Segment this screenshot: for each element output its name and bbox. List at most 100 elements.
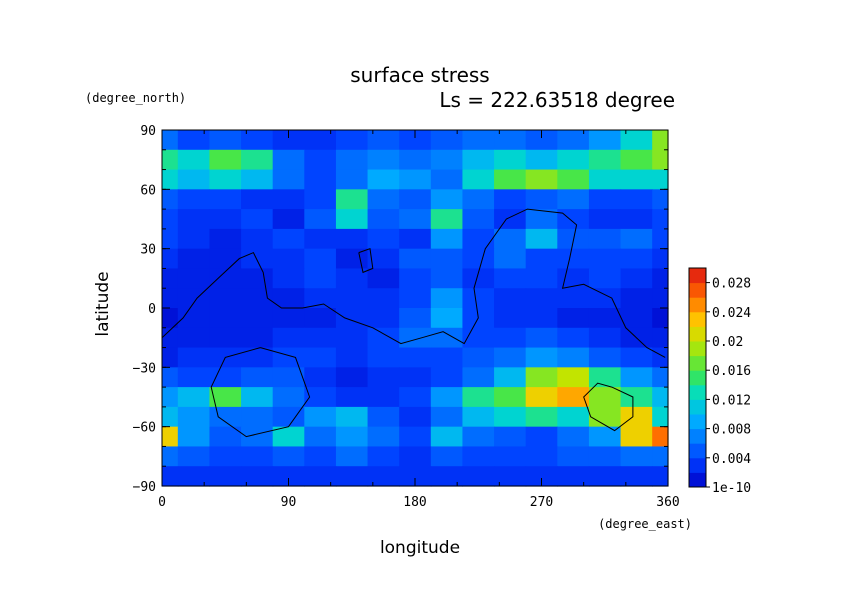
heatmap-cell [367,406,400,428]
heatmap-cell [620,446,653,467]
heatmap-cell [588,189,622,210]
heatmap-cell [525,367,558,388]
heatmap-cell [462,268,495,289]
heatmap-cell [557,327,590,349]
heatmap-cell [241,308,274,329]
colorbar-tick-label: 0.012 [712,393,751,408]
heatmap-cell [209,209,242,230]
heatmap-cell [304,130,337,151]
heatmap-cell [557,426,590,448]
heatmap-cell [557,446,590,467]
heatmap-cell [462,209,495,230]
heatmap-cell [430,406,464,428]
heatmap-cell [272,446,305,467]
heatmap-cell [620,248,653,270]
y-tick-label: −90 [133,480,156,495]
heatmap-cell [209,149,242,171]
heatmap-cell [367,446,400,467]
heatmap-cell [272,288,305,309]
heatmap-cell [494,189,527,210]
axes: 0 90 180 270 360 90 60 30 0 −30 −60 −90 [133,124,680,510]
heatmap-cell [652,446,669,467]
heatmap-cell [399,248,432,270]
heatmap-cell [462,228,495,250]
heatmap-cell [430,347,464,368]
heatmap-cell [177,426,211,448]
heatmap-cell [494,466,527,487]
heatmap-cell [588,446,622,467]
colorbar-swatch [689,282,706,298]
heatmap-cell [177,406,211,428]
heatmap-cell [304,189,337,210]
heatmap-cell [304,248,337,270]
heatmap-cell [367,327,400,349]
heatmap-cell [588,130,622,151]
heatmap-cell [588,426,622,448]
heatmap-cell [162,268,179,289]
heatmap-cell [209,189,242,210]
heatmap-cell [430,426,464,448]
heatmap-cell [620,209,653,230]
heatmap-cell [162,446,179,467]
heatmap-cell [620,347,653,368]
heatmap-cell [494,308,527,329]
colorbar-swatch [689,355,706,371]
heatmap-cell [335,130,369,151]
heatmap-cell [494,169,527,190]
heatmap-cell [462,446,495,467]
heatmap-cell [525,130,558,151]
heatmap-cell [620,169,653,190]
heatmap-cell [399,149,432,171]
heatmap-cell [525,209,558,230]
heatmap-cell [209,169,242,190]
heatmap-cell [430,288,464,309]
heatmap-cell [399,347,432,368]
heatmap-cell [209,288,242,309]
heatmap-cell [399,426,432,448]
heatmap-cell [272,149,305,171]
heatmap-cell [430,466,464,487]
colorbar-swatch [689,297,706,313]
heatmap-cell [304,268,337,289]
heatmap-cell [462,288,495,309]
colorbar-tick-label: 0.004 [712,452,751,467]
colorbar-swatch [689,399,706,415]
heatmap-cell [177,327,211,349]
heatmap-cell [162,130,179,151]
heatmap-cell [367,228,400,250]
heatmap-cell [430,446,464,467]
heatmap-cell [430,367,464,388]
heatmap-cell [209,466,242,487]
heatmap-cell [177,466,211,487]
heatmap-cell [557,268,590,289]
heatmap-cell [494,426,527,448]
heatmap-field [162,130,669,487]
heatmap-cell [335,406,369,428]
heatmap-cell [430,130,464,151]
heatmap-cell [525,169,558,190]
heatmap-cell [525,149,558,171]
heatmap-cell [272,228,305,250]
heatmap-cell [162,327,179,349]
heatmap-cell [525,268,558,289]
heatmap-cell [652,268,669,289]
heatmap-cell [430,228,464,250]
heatmap-cell [494,387,527,408]
heatmap-cell [209,446,242,467]
heatmap-cell [162,149,179,171]
heatmap-cell [272,406,305,428]
heatmap-cell [162,387,179,408]
heatmap-cell [399,209,432,230]
heatmap-cell [177,347,211,368]
heatmap-cell [177,130,211,151]
heatmap-cell [209,426,242,448]
heatmap-cell [462,189,495,210]
heatmap-cell [241,288,274,309]
heatmap-cell [557,406,590,428]
heatmap-cell [430,189,464,210]
y-axis-label: latitude [93,271,113,336]
heatmap-cell [241,189,274,210]
heatmap-cell [367,308,400,329]
heatmap-cell [335,387,369,408]
colorbar-swatch [689,472,706,488]
